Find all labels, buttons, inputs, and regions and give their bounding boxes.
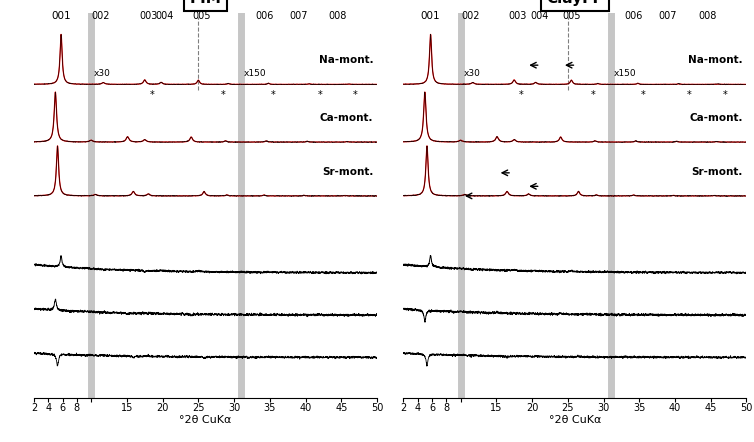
Text: 006: 006 [255,11,273,21]
Text: *: * [640,90,645,100]
Text: *: * [722,90,728,100]
Text: *: * [590,90,595,100]
Text: Na-mont.: Na-mont. [688,55,743,65]
Text: 003: 003 [508,11,527,21]
Text: ClayFF: ClayFF [547,0,603,6]
Text: Ca-mont.: Ca-mont. [320,113,373,123]
Text: *: * [149,90,155,100]
Text: x150: x150 [614,69,636,78]
Text: 004: 004 [155,11,174,21]
Text: *: * [317,90,322,100]
Text: x30: x30 [94,69,111,78]
Text: 002: 002 [461,11,480,21]
Text: 001: 001 [51,11,71,21]
Text: 004: 004 [530,11,548,21]
Text: x150: x150 [244,69,267,78]
Text: 007: 007 [658,11,677,21]
Text: Sr-mont.: Sr-mont. [691,167,743,177]
Text: x30: x30 [464,69,480,78]
Text: 008: 008 [698,11,716,21]
Text: *: * [271,90,276,100]
Text: *: * [221,90,225,100]
Text: Na-mont.: Na-mont. [319,55,373,65]
Text: *: * [687,90,691,100]
Text: 002: 002 [92,11,110,21]
Text: 005: 005 [192,11,211,21]
Text: 007: 007 [289,11,308,21]
X-axis label: °2θ CuKα: °2θ CuKα [549,415,601,425]
Text: *: * [519,90,524,100]
Text: 005: 005 [562,11,581,21]
Text: *: * [353,90,358,100]
Text: PIM: PIM [189,0,222,6]
Text: 006: 006 [624,11,642,21]
Text: Sr-mont.: Sr-mont. [322,167,373,177]
Text: 008: 008 [329,11,347,21]
Text: Ca-mont.: Ca-mont. [689,113,743,123]
X-axis label: °2θ CuKα: °2θ CuKα [179,415,231,425]
Text: 003: 003 [139,11,158,21]
Text: 001: 001 [421,11,440,21]
